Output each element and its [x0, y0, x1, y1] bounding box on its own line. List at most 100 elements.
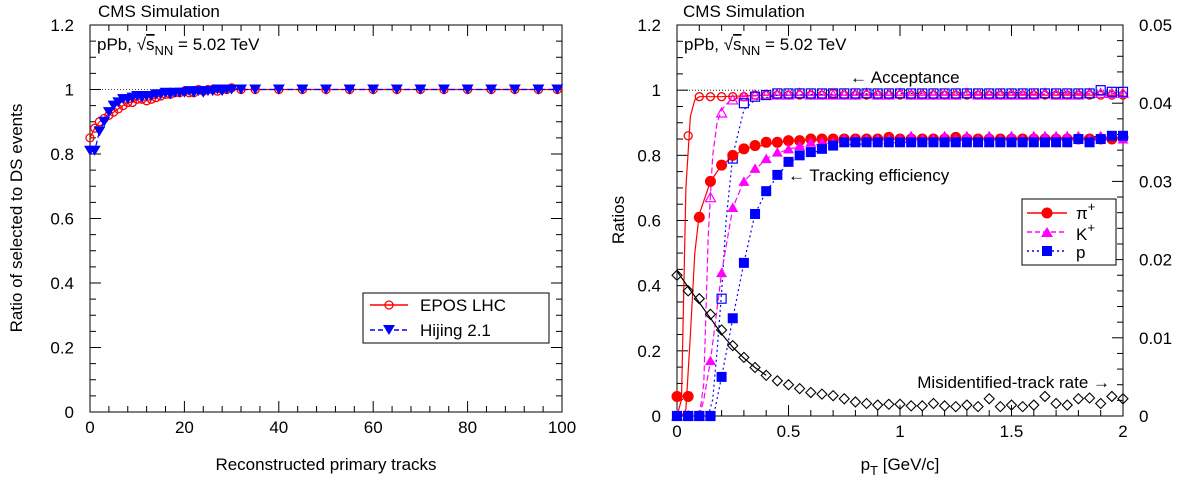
right-series-4-point [771, 147, 783, 157]
right-series-4-point [783, 143, 794, 154]
right-series-5-point [1006, 137, 1017, 148]
right-data-marks [670, 85, 1130, 422]
right-series-1-point [1050, 88, 1063, 100]
right-x-tick-label: 2 [1118, 422, 1127, 441]
right-x-axis-label: pT [GeV/c] [861, 455, 940, 478]
right-series-2-point [1106, 86, 1117, 97]
right-series-5-point [683, 411, 694, 421]
right-series-4-point [749, 163, 761, 173]
right-series-3-point [738, 143, 750, 155]
left-data-marks [84, 83, 564, 156]
right-series-2-point [995, 88, 1006, 99]
right-series-3-point [783, 135, 794, 147]
right-series-5-point [828, 140, 839, 151]
left-y-tick-label: 0 [65, 403, 74, 422]
right-y-tick-label: 0.8 [637, 146, 661, 165]
right-y-axis-label: Ratios [609, 196, 628, 244]
right-series-2-point [794, 88, 805, 99]
right-series-5-point [1017, 137, 1028, 148]
right-series-1-point [1105, 87, 1118, 99]
right-series-5-point [906, 137, 917, 148]
right-series-5-point [1039, 137, 1050, 148]
left-y-tick-label: 0.4 [50, 274, 74, 293]
right-series-6-point [983, 393, 995, 405]
right-y-tick-label: 0 [652, 407, 661, 426]
acceptance-annotation: ← Acceptance [850, 68, 960, 87]
left-x-tick-label: 80 [458, 418, 477, 437]
right-series-3-point [760, 136, 772, 148]
left-series-1-point [98, 116, 111, 127]
right-series-5-point [1106, 130, 1117, 141]
right-series-5-point [939, 137, 950, 148]
left-series-1-point [414, 84, 427, 95]
right-series-6-point [1005, 399, 1018, 411]
left-series-1-point [296, 84, 309, 95]
right-series-2-point [1006, 88, 1017, 99]
right-y-tick-label: 0.4 [637, 277, 661, 296]
right-series-6-point [838, 393, 851, 405]
right-series-5-point [1118, 130, 1128, 141]
left-annotation: pPb, √sNN = 5.02 TeV [97, 35, 260, 58]
left-legend-epos-marker [384, 300, 394, 310]
right-series-2-point [1050, 88, 1062, 99]
right-series-3-point [704, 175, 716, 187]
right-series-1-point [882, 88, 895, 100]
right-series-1-point [983, 88, 996, 100]
right-y2-tick-label: 0.02 [1139, 251, 1172, 270]
right-x-tick-label: 0.5 [777, 422, 801, 441]
left-axis-ticks: 0 20 40 60 80 100 0 0.2 0.4 0.6 0.8 1 1.2 [50, 16, 576, 437]
right-x-tick-label: 1 [895, 422, 904, 441]
right-series-6-point [738, 351, 750, 364]
left-series-1-point [320, 84, 332, 95]
right-legend-p-marker [1042, 246, 1052, 256]
right-series-6-point [871, 399, 884, 411]
right-series-2-point [816, 88, 828, 99]
right-series-4-point [716, 267, 728, 278]
left-series-1-point [438, 84, 450, 95]
right-legend: π+ K+ p [1021, 198, 1117, 266]
right-series-3-point [727, 149, 739, 161]
right-series-5-point [850, 137, 861, 148]
right-series-2-point [850, 88, 861, 99]
right-series-6-point [1061, 399, 1074, 411]
left-series-1-point [485, 84, 498, 95]
right-series-2-point [749, 91, 761, 102]
left-legend-hijing-marker [383, 325, 395, 335]
right-series-5-point [861, 137, 872, 148]
right-series-2-point [1095, 85, 1106, 96]
right-series-1-point [1061, 88, 1074, 100]
right-series-5-point [1062, 137, 1073, 148]
right-series-1-point [704, 191, 717, 203]
right-series-5-point [1073, 134, 1084, 145]
right-series-6-point [1106, 390, 1118, 403]
right-series-1-point [749, 88, 762, 100]
right-series-2-point [872, 88, 883, 99]
left-y-axis-label: Ratio of selected to DS events [7, 104, 26, 333]
right-series-1-point [1016, 88, 1029, 100]
right-series-6-point [1028, 399, 1040, 411]
right-series-4-point [760, 153, 772, 164]
left-series-1-point [249, 84, 262, 95]
left-x-tick-label: 20 [175, 418, 194, 437]
right-series-2-point [1117, 86, 1129, 97]
right-series-6-point [715, 324, 728, 336]
right-y2-tick-label: 0 [1139, 407, 1148, 426]
right-series-6-point [793, 382, 806, 395]
right-axis-ticks: 0 0.5 1 1.5 200.20.40.60.811.200.010.020.030… [637, 16, 1172, 441]
left-series-1-point [532, 84, 545, 95]
tracking-annotation: ← Tracking efficiency [788, 166, 950, 185]
right-series-6-point [883, 398, 895, 411]
left-y-tick-label: 1 [65, 81, 74, 100]
left-y-tick-label: 0.2 [50, 339, 74, 358]
right-series-6-point [771, 375, 784, 387]
left-x-tick-label: 60 [364, 418, 383, 437]
right-series-6-point [938, 400, 951, 412]
left-chart: CMS Simulation 0 20 40 60 80 100 0 0.2 0.4 0.6 0.8… [7, 2, 576, 474]
right-legend-k-label: K+ [1076, 220, 1095, 244]
right-series-1-point [1072, 88, 1085, 100]
right-y-tick-label: 1 [652, 81, 661, 100]
right-series-1-point [726, 93, 739, 105]
right-series-1-point [715, 106, 728, 118]
right-series-1-point [916, 88, 929, 100]
